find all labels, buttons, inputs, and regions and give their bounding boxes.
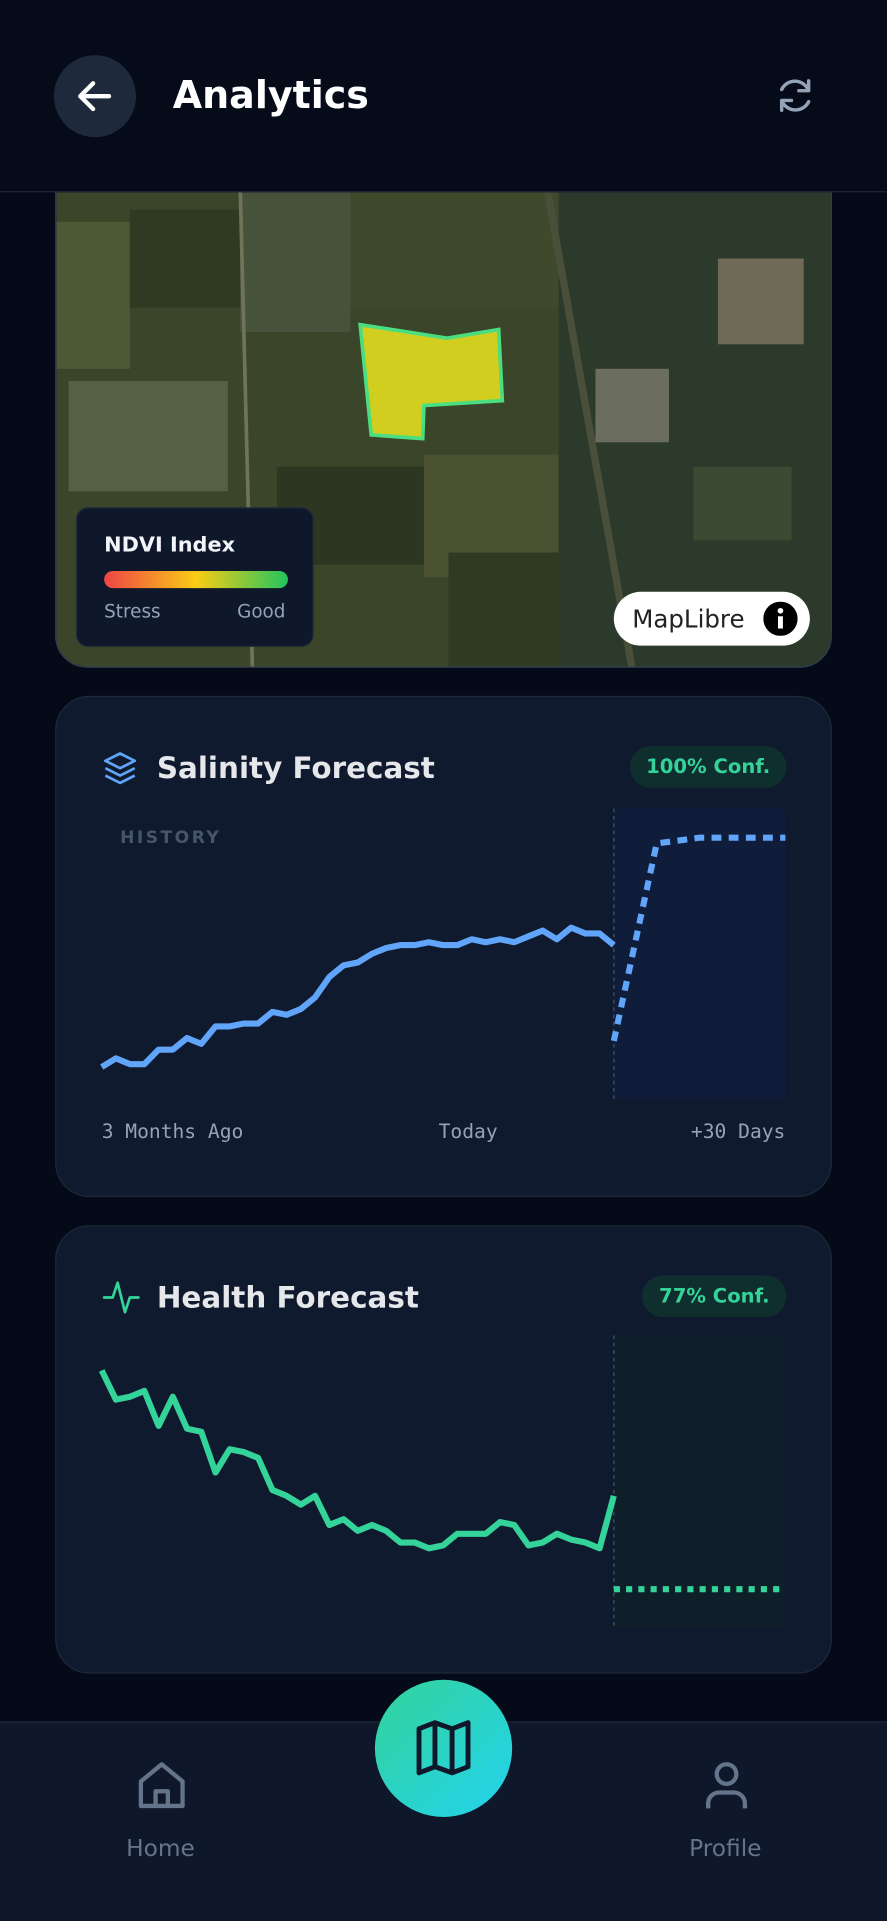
x-label: 3 Months Ago [101, 1119, 244, 1144]
header: Analytics [0, 0, 887, 193]
map[interactable]: NDVI Index Stress Good MapLibre [55, 183, 832, 668]
x-label: Today [438, 1119, 498, 1144]
pulse-icon [102, 1281, 140, 1314]
card-title: Health Forecast [156, 1280, 419, 1315]
history-label: HISTORY [120, 828, 222, 848]
legend-gradient [104, 570, 288, 589]
confidence-badge: 100% Conf. [629, 746, 787, 788]
history-line [100, 924, 616, 1070]
ndvi-legend: NDVI Index Stress Good [75, 507, 314, 647]
attribution-text: MapLibre [632, 604, 745, 634]
profile-icon[interactable] [701, 1759, 752, 1810]
forecast-region [613, 808, 786, 1100]
forecast-line [610, 834, 786, 1042]
nav-label[interactable]: Profile [689, 1835, 762, 1863]
card-title: Salinity Forecast [156, 751, 435, 786]
forecast-region [613, 1335, 786, 1628]
layers-icon [104, 752, 137, 785]
refresh-button[interactable] [776, 76, 815, 115]
nav-label[interactable]: Home [126, 1835, 195, 1863]
back-button[interactable] [53, 55, 136, 138]
x-label: +30 Days [690, 1119, 786, 1144]
info-icon [763, 601, 798, 636]
attribution[interactable]: MapLibre [613, 591, 810, 646]
legend-high: Good [237, 600, 286, 623]
map-button[interactable] [370, 1675, 517, 1822]
page-title: Analytics [172, 73, 369, 118]
confidence-badge: 77% Conf. [642, 1275, 787, 1318]
history-line [98, 1369, 617, 1552]
legend-title: NDVI Index [104, 532, 236, 558]
home-icon[interactable] [136, 1759, 187, 1810]
legend-low: Stress [104, 600, 161, 623]
